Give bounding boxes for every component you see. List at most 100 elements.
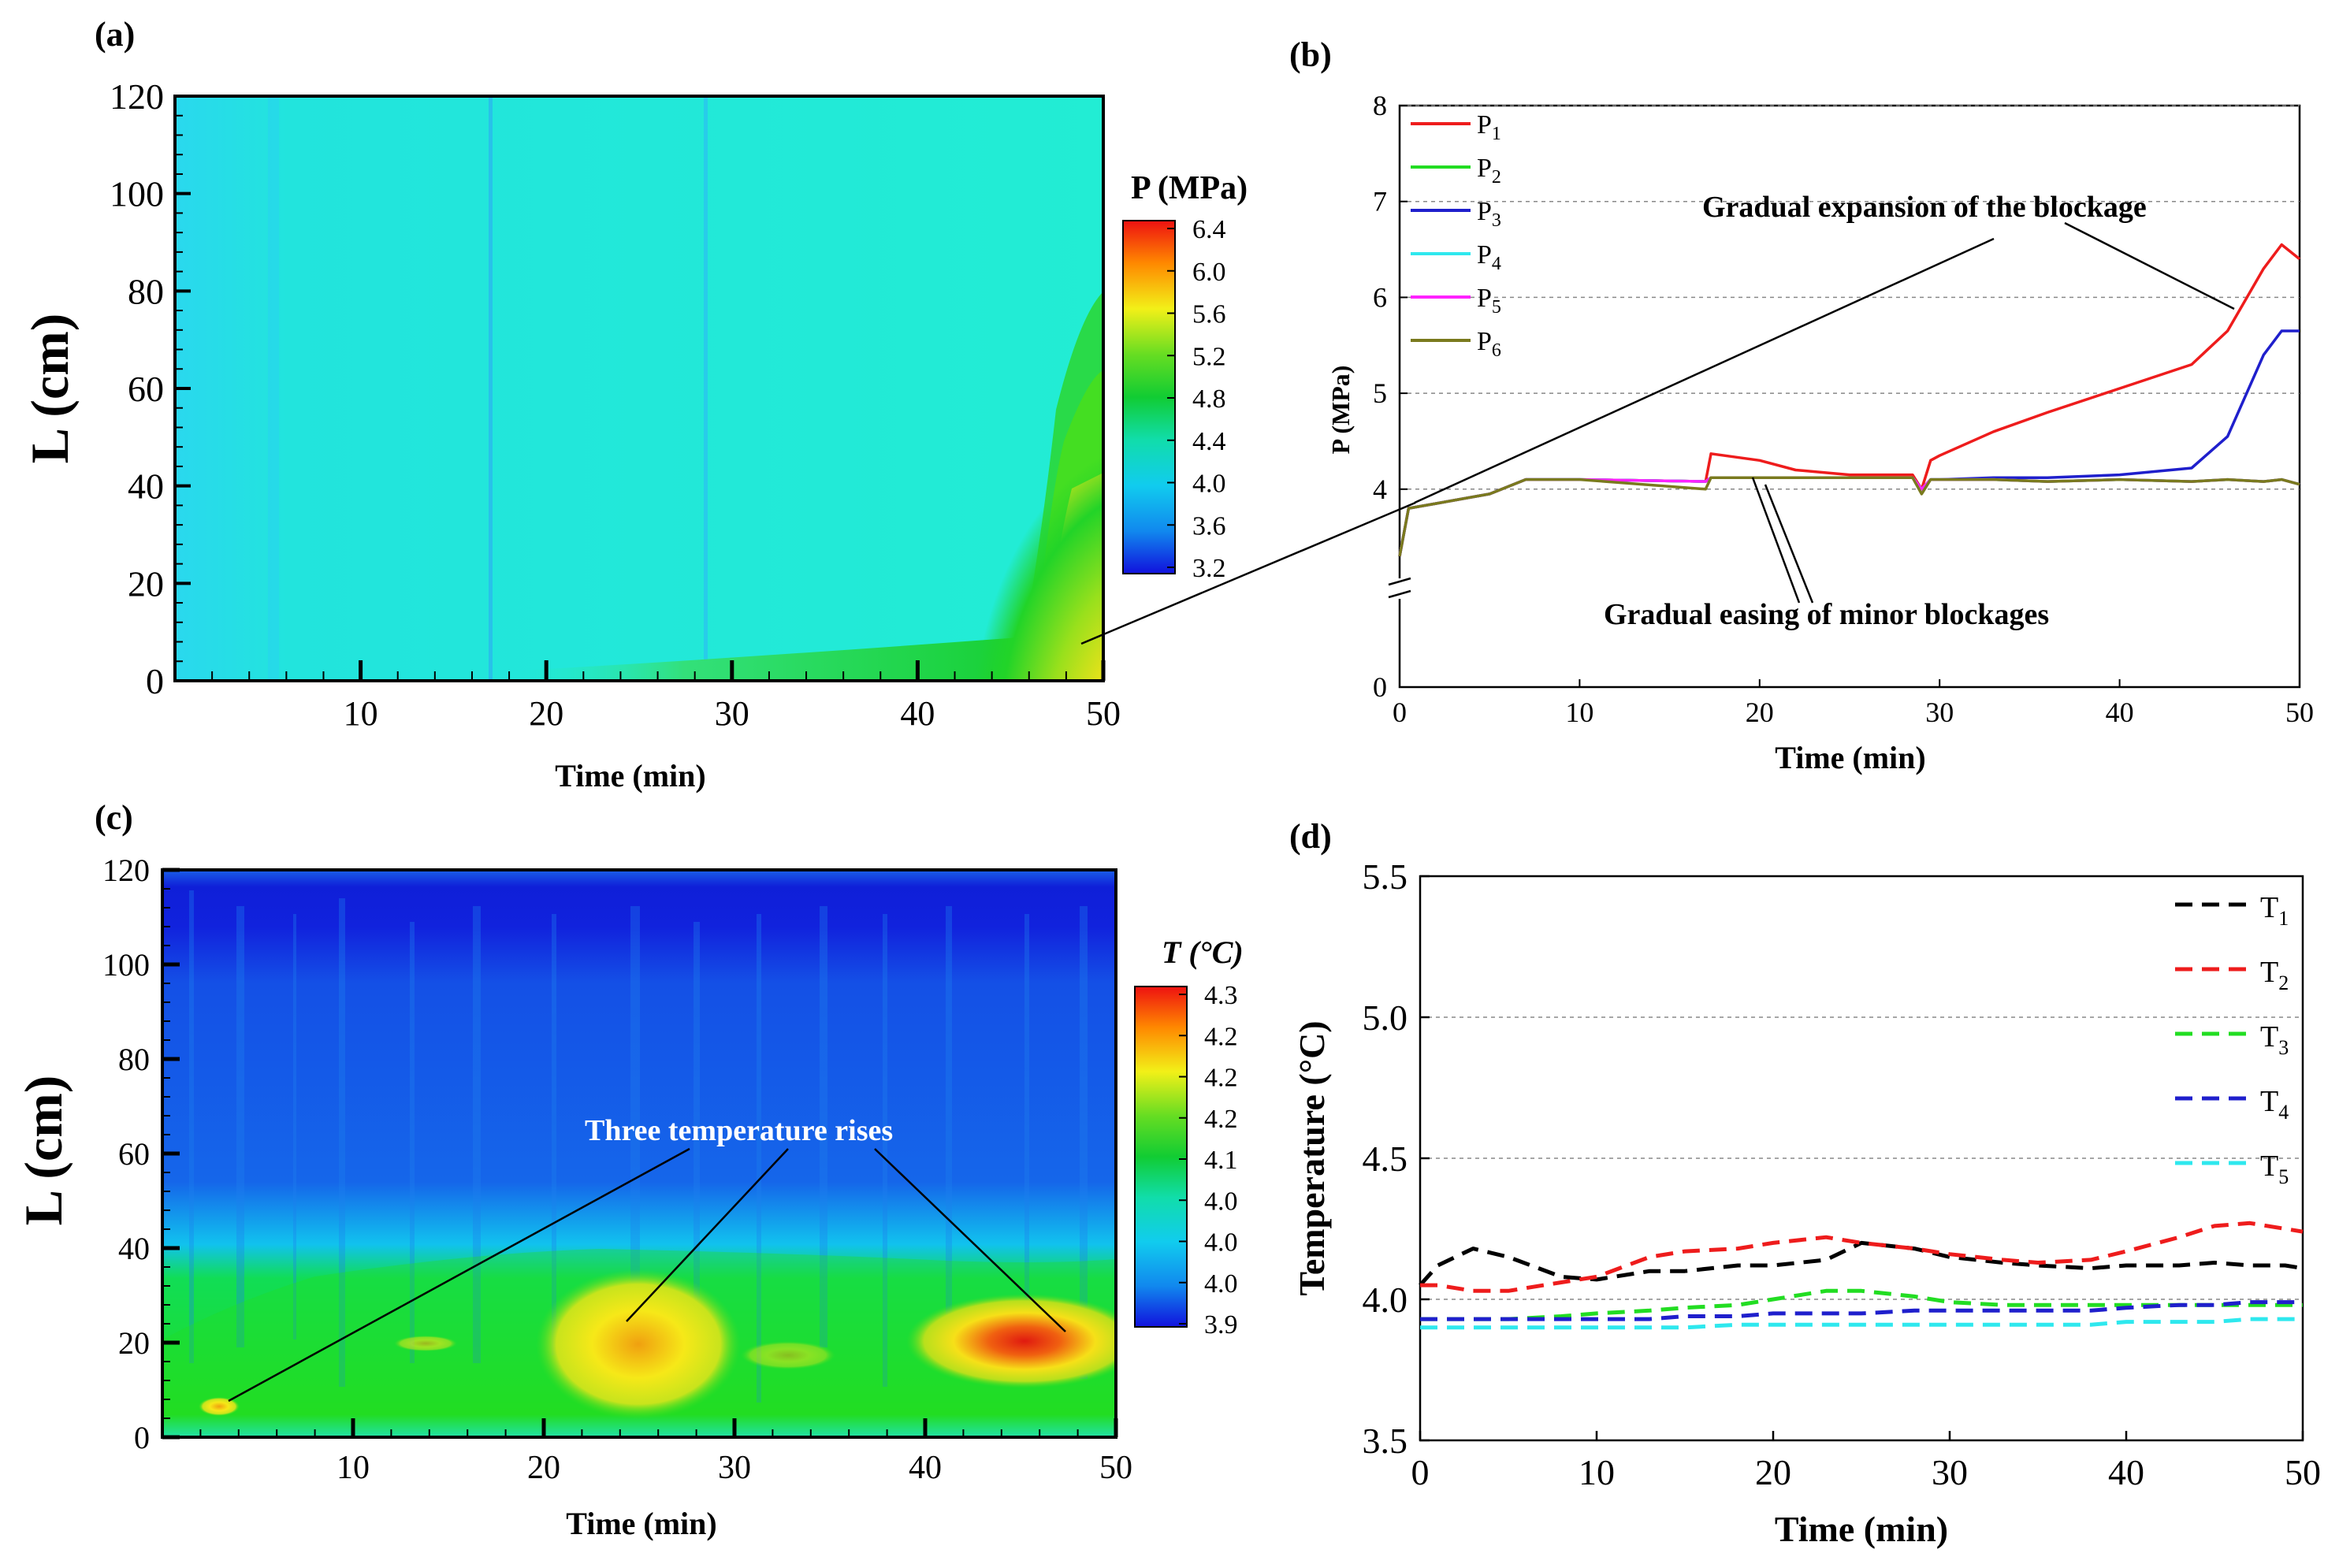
panel-b-legend-label: P1: [1477, 110, 1501, 144]
panel-c-cbar-tick-label: 4.0: [1204, 1228, 1238, 1258]
panel-d-gridlines: [1420, 1016, 2303, 1300]
panel-b-ylabel: P (MPa): [1326, 366, 1355, 455]
panel-a-xlabel: Time (min): [555, 758, 705, 793]
panel-d-legend: T1 T2 T3 T4 T5: [2175, 891, 2289, 1188]
panel-b-axis-break: [1388, 577, 1411, 599]
panel-c-axes: 10 20 30 40 50 0 20 40 60 80 100 120: [102, 853, 1132, 1486]
panel-b-legend-label: P4: [1477, 240, 1501, 274]
panel-c-ytick-label: 120: [102, 853, 150, 888]
panel-a-ytick-label: 60: [128, 369, 164, 409]
panel-a-ytick-label: 120: [110, 76, 164, 117]
panel-a-xtick-label: 10: [344, 694, 378, 733]
panel-b-ytick-label: 8: [1373, 90, 1387, 121]
panel-b-xtick-label: 50: [2285, 697, 2314, 728]
panel-a-colorbar-title: P (MPa): [1131, 170, 1248, 206]
panel-b-axes: 0 10 20 30 40 50 0 4 5 6 7 8: [1373, 90, 2314, 728]
panel-c-xlabel: Time (min): [566, 1506, 716, 1541]
panel-a-cbar-tick-label: 6.0: [1192, 258, 1226, 287]
panel-c-xtick-label: 10: [337, 1450, 370, 1486]
panel-b-ytick-label: 5: [1373, 377, 1387, 409]
panel-d-legend-label: T2: [2260, 956, 2289, 994]
panel-a-cbar-tick-label: 5.2: [1192, 342, 1226, 371]
panel-c-xtick-label: 50: [1099, 1450, 1132, 1486]
panel-a-ytick-label: 100: [110, 174, 164, 214]
panel-d-legend-label: T5: [2260, 1150, 2289, 1188]
series-line-t4: [1420, 1300, 2303, 1321]
panel-b-ytick-label: 0: [1373, 671, 1387, 703]
panel-b-ytick-label: 7: [1373, 186, 1387, 217]
panel-c-ytick-label: 100: [102, 947, 150, 983]
panel-c-colorbar-title: T (°C): [1162, 934, 1244, 970]
panel-b-legend-label: P6: [1477, 327, 1501, 361]
panel-a-xtick-label: 30: [715, 694, 749, 733]
panel-b-legend-label: P2: [1477, 154, 1501, 188]
panel-c-ytick-label: 40: [118, 1231, 150, 1266]
panel-b-xtick-label: 10: [1565, 697, 1593, 728]
panel-b-annotation-bottom: Gradual easing of minor blockages: [1604, 598, 2049, 631]
panel-b: (b) 0 10 20 30 40 50 0 4 5 6 7 8 P1 P2 P3 P4 P5 P6 Time …: [1289, 35, 2314, 775]
panel-d-label: (d): [1289, 817, 1332, 856]
panel-d-ytick-label: 4.0: [1363, 1280, 1408, 1320]
panel-d-ylabel: Temperature (°C): [1292, 1020, 1332, 1295]
panel-a-cbar-tick-label: 4.8: [1192, 385, 1226, 414]
panel-a-axes: 10 20 30 40 50 0 20 40 60 80 100 120: [110, 76, 1121, 733]
panel-b-legend-label: P3: [1477, 197, 1501, 231]
panel-a-heatmap: [175, 96, 1103, 681]
panel-b-ytick-label: 4: [1373, 474, 1387, 505]
panel-b-xlabel: Time (min): [1775, 740, 1925, 775]
panel-d-xtick-label: 0: [1411, 1452, 1430, 1492]
panel-c-ytick-label: 0: [134, 1420, 150, 1455]
panel-b-annotation-top: Gradual expansion of the blockage: [1702, 191, 2147, 224]
panel-b-label: (b): [1289, 35, 1332, 74]
panel-a-ytick-label: 20: [128, 563, 164, 604]
panel-a-colorbar-ticks: 6.4 6.0 5.6 5.2 4.8 4.4 4.0 3.6 3.2: [1167, 215, 1226, 583]
panel-c-ytick-label: 60: [118, 1136, 150, 1172]
panel-d-xtick-label: 20: [1755, 1452, 1791, 1492]
panel-b-frame: [1398, 104, 2301, 689]
panel-b-series: [1398, 243, 2301, 557]
panel-d-xtick-label: 50: [2285, 1452, 2321, 1492]
panel-c-ytick-label: 20: [118, 1325, 150, 1361]
panel-d-ytick-label: 5.0: [1363, 998, 1408, 1038]
panel-c-ytick-label: 80: [118, 1042, 150, 1077]
panel-d-ytick-label: 5.5: [1363, 856, 1408, 897]
panel-d-series: [1419, 1221, 2304, 1330]
hotspot-3: [906, 1294, 1116, 1388]
panel-c-annotation-leaders: [228, 1147, 1066, 1403]
panel-d-xtick-label: 30: [1932, 1452, 1968, 1492]
panel-d-xlabel: Time (min): [1775, 1509, 1948, 1549]
panel-c-colorbar-ticks: 4.3 4.2 4.2 4.2 4.1 4.0 4.0 4.0 3.9: [1179, 981, 1238, 1339]
panel-a-cbar-tick-label: 4.0: [1192, 470, 1226, 499]
panel-d-xtick-label: 10: [1579, 1452, 1615, 1492]
panel-d: (d) 0 10 20 30 40 50 3.5 4.0 4.5 5.0 5.5 T1T2T3T4T…: [1289, 817, 2321, 1549]
panel-b-xtick-label: 0: [1393, 697, 1407, 728]
panel-b-gridlines: [1400, 105, 2300, 490]
panel-c-cbar-tick-label: 4.3: [1204, 981, 1238, 1010]
panel-a-cbar-tick-label: 6.4: [1192, 215, 1226, 244]
panel-b-ytick-label: 6: [1373, 281, 1387, 313]
panel-a: (a) 10 20 30 40 50 0 20 40 60 80 100 120 Time (min)…: [20, 15, 1248, 793]
panel-c-cbar-tick-label: 4.0: [1204, 1187, 1238, 1216]
panel-a-cbar-tick-label: 4.4: [1192, 427, 1226, 456]
panel-b-xtick-label: 20: [1746, 697, 1774, 728]
panel-c-xtick-label: 40: [909, 1450, 942, 1486]
panel-b-xtick-label: 40: [2106, 697, 2134, 728]
panel-a-cbar-tick-label: 5.6: [1192, 300, 1226, 329]
panel-c-cbar-tick-label: 4.2: [1204, 1022, 1238, 1051]
series-line-t2: [1420, 1221, 2304, 1293]
panel-c-cbar-tick-label: 4.1: [1204, 1146, 1238, 1175]
panel-c: (c): [13, 798, 1244, 1541]
hotspot-1: [199, 1397, 240, 1416]
panel-d-ytick-label: 3.5: [1363, 1421, 1408, 1461]
panel-c-cbar-tick-label: 4.2: [1204, 1064, 1238, 1093]
panel-d-ytick-label: 4.5: [1363, 1139, 1408, 1179]
panel-b-legend-label: P5: [1477, 284, 1501, 318]
panel-a-colorbar: [1122, 220, 1176, 574]
panel-d-xtick-label: 40: [2108, 1452, 2144, 1492]
panel-a-ytick-label: 80: [128, 271, 164, 311]
panel-a-cbar-tick-label: 3.2: [1192, 554, 1226, 583]
connector-a-to-b: [1080, 501, 1416, 645]
panel-a-cbar-tick-label: 3.6: [1192, 511, 1226, 541]
panel-c-annotation: Three temperature rises: [585, 1114, 893, 1147]
